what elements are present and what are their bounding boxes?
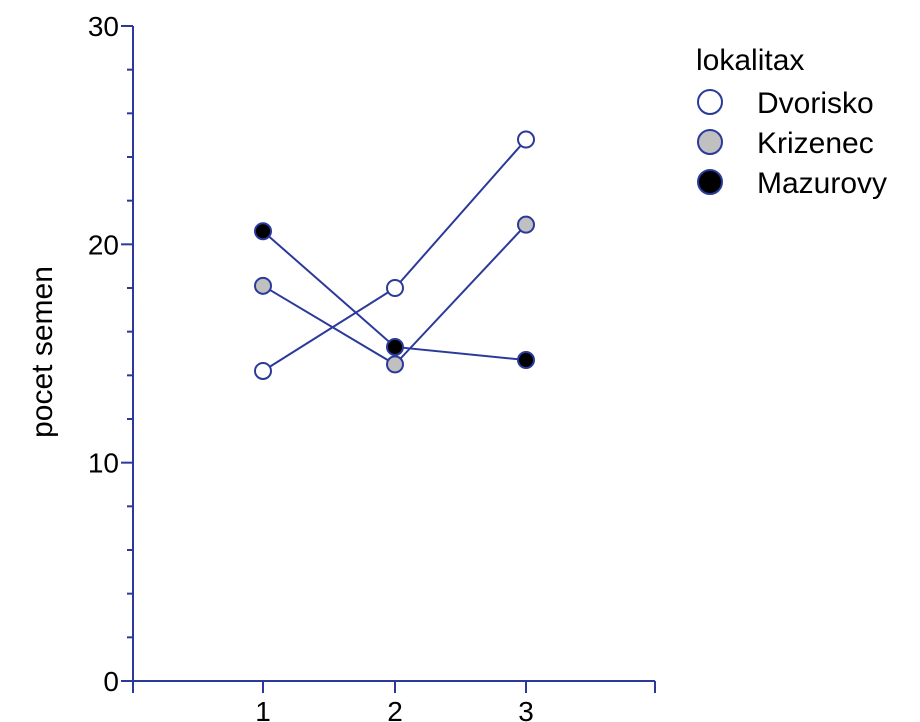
data-point-dvorisko [254,361,272,380]
series-lines [262,138,527,372]
legend-items: Dvorisko Krizenec Mazurovy [697,87,887,200]
data-point-krizenec [254,276,272,295]
legend: lokalitax Dvorisko Krizenec Mazurovy [696,44,887,200]
legend-label-mazurovy: Mazurovy [757,167,887,200]
series-line-dvorisko [262,138,527,372]
y-axis-label: pocet semen [26,266,59,438]
legend-label-krizenec: Krizenec [757,127,874,160]
data-point-krizenec [517,215,535,234]
legend-marker-krizenec [697,129,723,155]
data-point-krizenec [386,355,404,374]
data-point-dvorisko [386,279,404,297]
series-points [254,130,535,380]
legend-label-dvorisko: Dvorisko [757,87,874,120]
y-tick-label: 20 [88,229,119,260]
legend-title: lokalitax [696,44,804,77]
x-ticks: 1 2 3 [132,681,656,722]
axes: 0 10 20 30 1 2 3 [88,11,656,722]
data-point-mazurovy [254,222,272,241]
legend-marker-mazurovy [697,169,723,195]
legend-marker-dvorisko [697,89,723,115]
y-tick-label: 30 [88,11,119,42]
data-point-mazurovy [386,337,404,356]
data-point-dvorisko [517,130,535,149]
y-tick-label: 0 [103,666,119,697]
x-tick-label: 2 [387,696,403,722]
x-tick-label: 3 [518,696,534,722]
y-tick-label: 10 [88,448,119,479]
x-tick-label: 1 [255,696,271,722]
data-point-mazurovy [517,351,535,370]
y-ticks: 0 10 20 30 [88,11,133,697]
